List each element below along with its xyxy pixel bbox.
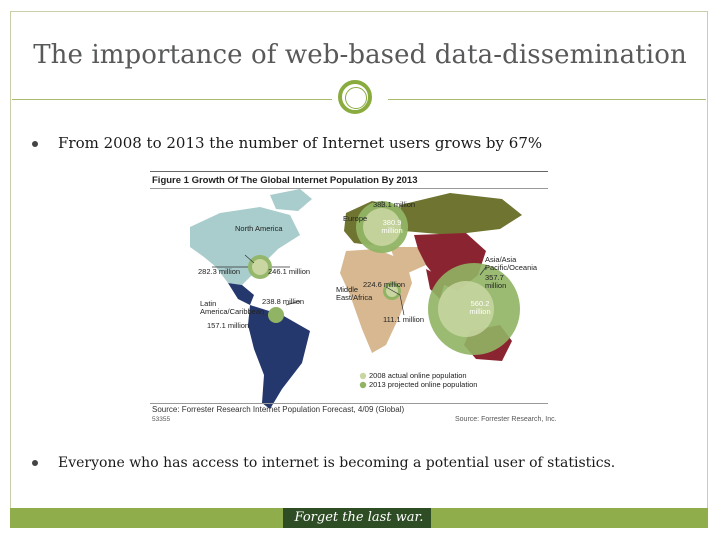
label-latin: Latin America/Caribbean [200, 299, 265, 316]
figure-id: 53355 [152, 416, 171, 423]
figure-rule [150, 171, 548, 172]
label-me-2013: 224.6 million [363, 280, 406, 289]
bullet-dot-icon [32, 141, 38, 147]
footer-bar: Forget the last war. [10, 508, 708, 528]
decorative-ring-icon [338, 80, 372, 114]
bubble-europe-2008 [363, 208, 401, 246]
label-eu-2008: 380.9 million [381, 218, 403, 235]
footer-highlight [283, 508, 431, 528]
slide-title: The importance of web-based data-dissemi… [33, 40, 687, 70]
label-as-2008: 560.2 million [469, 299, 491, 316]
central-america-shape [228, 283, 254, 305]
greenland-shape [270, 189, 312, 211]
bubble-na-2008 [252, 259, 268, 275]
figure-rule [150, 188, 548, 189]
label-as-2013: 357.7 million [485, 273, 507, 290]
legend-projected: 2013 projected online population [369, 380, 478, 389]
label-north-america: North America [235, 224, 283, 233]
label-na-2008: 246.1 million [268, 267, 311, 276]
figure-title: Figure 1 Growth Of The Global Internet P… [152, 175, 418, 186]
bullet-dot-icon [32, 460, 38, 466]
figure-credit: Source: Forrester Research, Inc. [455, 416, 557, 423]
label-la-2008: 157.1 million [207, 321, 250, 330]
title-divider-right [388, 99, 706, 100]
bubble-me-2008 [386, 285, 398, 297]
footer-text: Forget the last war. [294, 510, 424, 525]
figure-source: Source: Forrester Research Internet Popu… [152, 405, 405, 414]
figure-rule [150, 403, 548, 404]
bubble-la-2013 [268, 307, 284, 323]
label-asia: Asia/Asia Pacific/Oceania [485, 255, 538, 272]
legend-projected-swatch [359, 381, 367, 389]
bullet-text: From 2008 to 2013 the number of Internet… [58, 134, 543, 152]
label-mideast: Middle East/Africa [336, 285, 373, 302]
label-na-2013: 282.3 million [198, 267, 241, 276]
middle-east-shape [390, 247, 426, 273]
label-europe: Europe [343, 214, 368, 223]
south-america-shape [248, 305, 310, 409]
legend-actual-swatch [359, 372, 367, 380]
world-map [190, 189, 522, 409]
bullet-text: Everyone who has access to internet is b… [58, 455, 616, 471]
title-divider-left [12, 99, 332, 100]
label-eu-2013: 383.1 million [373, 200, 416, 209]
label-la-2013: 238.8 million [262, 297, 305, 306]
legend-actual: 2008 actual online population [369, 371, 467, 380]
africa-shape [340, 249, 412, 353]
north-asia-shape [400, 193, 522, 235]
bubble-asia-2008 [438, 281, 494, 337]
label-me-2008: 111.1 million [383, 315, 424, 324]
north-america-shape [190, 207, 300, 285]
